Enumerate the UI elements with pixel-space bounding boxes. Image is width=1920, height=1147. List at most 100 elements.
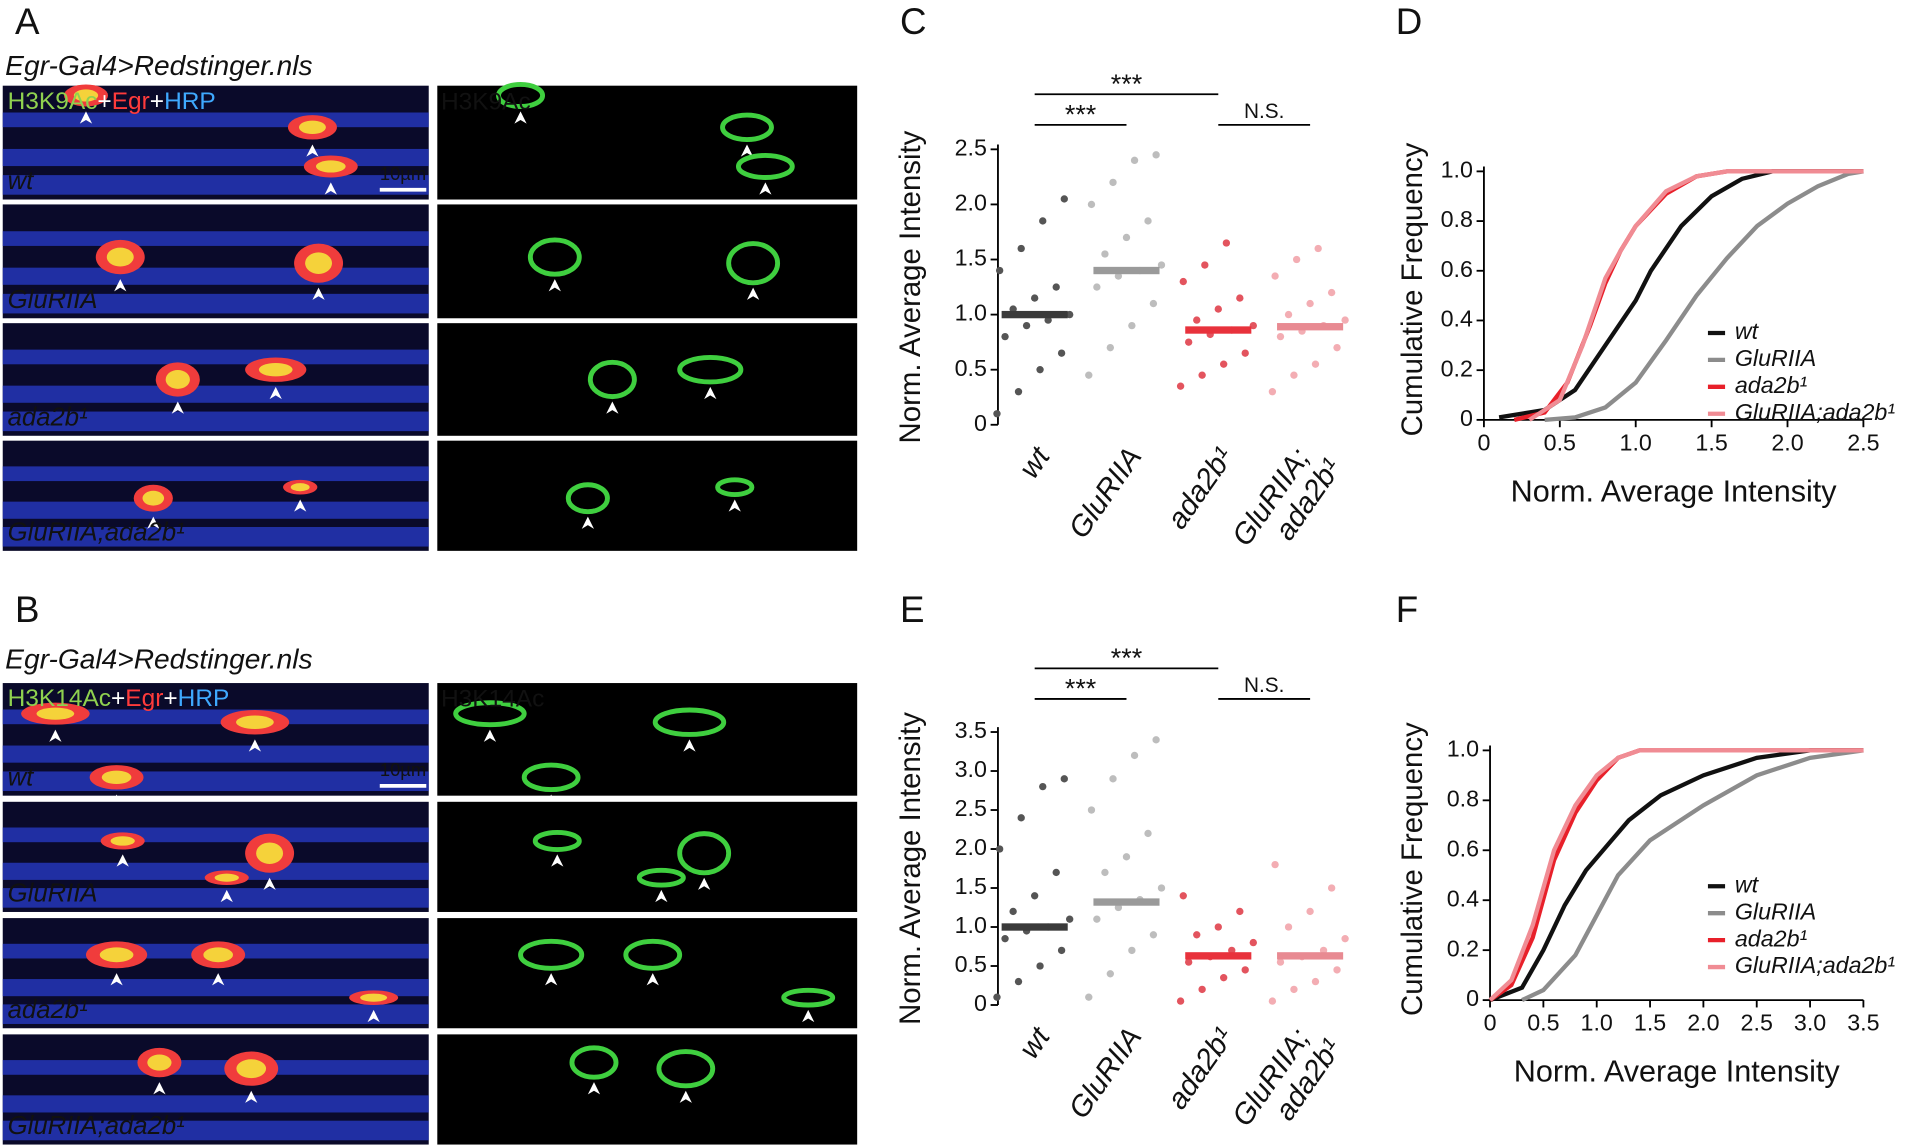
cdf-line: [1498, 169, 1864, 420]
channel-name: Egr: [112, 88, 150, 115]
y-tick-label: 0: [974, 990, 987, 1016]
channel-name: +: [111, 686, 125, 713]
arrowhead: [587, 1082, 601, 1095]
x-tick-label: 2.5: [1741, 1010, 1773, 1036]
arrowhead: [79, 111, 93, 124]
arrowhead: [153, 1082, 166, 1095]
y-axis-label: Norm. Average Intensity: [894, 712, 927, 1025]
nucleus-core: [203, 947, 233, 963]
x-tick-label: 2.5: [1847, 429, 1879, 455]
nucleus-green: [735, 153, 795, 180]
axon-band: [2, 267, 429, 285]
x-tick-label: 1.5: [1695, 429, 1727, 455]
y-tick-label: 0.2: [1441, 355, 1473, 381]
data-point: [1087, 806, 1096, 814]
data-point: [1001, 935, 1009, 943]
nucleus-core: [214, 873, 239, 882]
y-tick-label: 1.5: [955, 245, 987, 271]
data-point: [1214, 305, 1222, 313]
data-point: [1109, 775, 1117, 783]
data-point: [1039, 217, 1047, 225]
data-point: [1198, 985, 1206, 994]
arrowhead: [263, 877, 276, 890]
arrowhead: [483, 729, 497, 742]
nucleus-core: [73, 89, 99, 102]
x-tick-label: 0: [1484, 1010, 1497, 1036]
x-tick-label-group: GluRIIA: [1062, 441, 1148, 544]
x-axis-label: Norm. Average Intensity: [1514, 1055, 1841, 1089]
arrowhead: [698, 877, 711, 890]
panel-label: A: [15, 1, 40, 42]
data-point: [1311, 360, 1320, 368]
y-tick-label: 1.0: [1447, 736, 1479, 762]
axon-band: [2, 148, 429, 167]
data-point: [993, 410, 1001, 418]
nucleus-green: [720, 112, 774, 142]
data-point: [1276, 332, 1285, 341]
data-point: [1052, 868, 1060, 877]
axon-band: [2, 1060, 429, 1075]
nucleus-green: [569, 1045, 619, 1080]
genotype-row-label: wt: [8, 763, 36, 791]
data-point: [1341, 935, 1349, 943]
nucleus-core: [360, 993, 388, 1002]
data-point: [1085, 371, 1093, 379]
data-point: [1179, 892, 1187, 900]
arrowhead: [116, 854, 129, 867]
y-tick-label: 2.5: [955, 795, 987, 821]
cdf-line: [1488, 748, 1864, 1002]
arrowhead: [581, 516, 594, 529]
axon-band: [2, 175, 429, 195]
cdf-line: [1489, 748, 1864, 1003]
data-point: [1093, 915, 1101, 923]
y-tick-label: 0.4: [1447, 885, 1479, 911]
x-tick-label: ada2b¹: [1161, 441, 1241, 535]
single-channel-label: H3K9Ac: [441, 88, 531, 115]
data-point: [1179, 277, 1187, 286]
axon-band: [2, 827, 429, 843]
panel-label: E: [900, 589, 925, 630]
merge-channel-label: H3K9Ac+Egr+HRP: [8, 88, 216, 115]
data-point: [1036, 962, 1044, 970]
data-point: [1284, 923, 1293, 931]
data-point: [1017, 244, 1025, 253]
arrowhead: [49, 729, 62, 742]
arrowhead: [679, 1090, 692, 1103]
nucleus-green: [781, 987, 836, 1008]
nucleus-core: [290, 483, 310, 492]
data-point: [1327, 884, 1336, 892]
arrowhead: [114, 279, 127, 292]
arrowhead: [759, 182, 772, 195]
single-channel-label: H3K14Ac: [441, 686, 544, 713]
data-point: [1193, 316, 1201, 324]
mean-bar: [1001, 310, 1068, 319]
y-tick-label: 2.5: [955, 134, 987, 160]
panel-label: F: [1396, 589, 1418, 630]
nucleus-green: [521, 762, 581, 793]
arrowhead: [294, 499, 307, 512]
y-axis-label: Cumulative Frequency: [1396, 142, 1429, 436]
data-point: [1128, 321, 1136, 330]
data-point: [1014, 388, 1023, 396]
x-tick-label: 1.5: [1634, 1010, 1666, 1036]
mean-bar: [1277, 952, 1344, 960]
data-point: [1314, 244, 1322, 253]
data-point: [1236, 294, 1244, 302]
arrowhead: [269, 386, 282, 400]
axon-band: [2, 231, 429, 246]
arrowhead: [514, 111, 527, 124]
data-point: [1066, 310, 1074, 319]
y-tick-label: 1.0: [955, 912, 987, 938]
data-point: [1176, 997, 1185, 1005]
data-point: [1009, 907, 1017, 916]
nucleus-core: [305, 252, 333, 274]
nucleus-core: [258, 362, 293, 377]
data-point: [1152, 151, 1160, 159]
genotype-row-label: GluRIIA: [8, 286, 98, 314]
merge-channel-label: H3K14Ac+Egr+HRP: [8, 686, 230, 713]
nucleus-core: [315, 160, 346, 173]
data-point: [1144, 217, 1152, 225]
nucleus-core: [110, 836, 135, 846]
data-point: [1176, 382, 1185, 390]
